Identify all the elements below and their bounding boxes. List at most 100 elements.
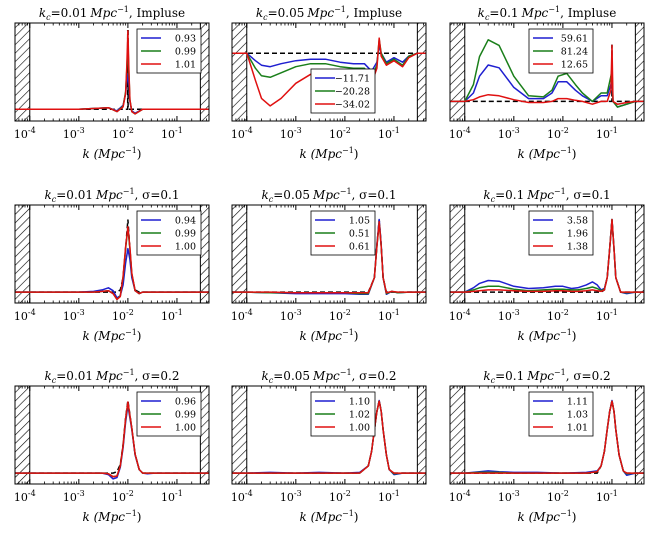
x-tick-label-base: 10 xyxy=(498,128,512,141)
x-tick-label-exponent: -4 xyxy=(245,126,253,135)
legend-label-green: 1.02 xyxy=(349,410,370,421)
chart-title: kc=0.1 Mpc−1, σ=0.1 xyxy=(483,187,610,204)
x-tick-label-base: 10 xyxy=(329,491,343,504)
x-tick-label-exponent: -2 xyxy=(126,126,134,135)
title-subscript: c xyxy=(46,13,51,22)
chart-title: kc=0.01 Mpc−1, Impluse xyxy=(39,5,185,22)
hatched-region-low-k xyxy=(449,385,466,485)
x-axis-label-exponent: −1 xyxy=(560,146,572,155)
x-tick-label-base: 10 xyxy=(378,128,392,141)
chart-panel-8: 10-4 10-3 10-2 10-1kc=0.05 Mpc−1, σ=0.2k (Mp… xyxy=(231,368,427,524)
x-axis-label-text: k (Mpc xyxy=(518,510,561,524)
hatched-region-high-k xyxy=(634,385,645,485)
title-value: =0.01 xyxy=(56,369,93,383)
title-unit: Mpc xyxy=(526,369,554,383)
x-tick-label-base: 10 xyxy=(547,310,561,323)
series-line-red xyxy=(450,44,644,105)
x-tick-label-base: 10 xyxy=(498,491,512,504)
title-suffix: , Impluse xyxy=(346,6,402,20)
x-tick-label: 10-1 xyxy=(596,489,618,504)
x-axis-label: k (Mpc−1) xyxy=(83,328,142,343)
legend-label-red: 1.00 xyxy=(175,423,196,434)
x-tick-label-base: 10 xyxy=(449,128,463,141)
hatched-region-low-k xyxy=(231,22,248,122)
title-suffix: , σ=0.1 xyxy=(352,188,397,202)
x-axis-label-text: k (Mpc xyxy=(300,329,343,343)
chart-panel-9: 10-4 10-3 10-2 10-1kc=0.1 Mpc−1, σ=0.2k (Mpc… xyxy=(449,368,645,524)
series-line-blue xyxy=(232,44,426,72)
title-exponent: −1 xyxy=(554,368,566,377)
x-tick-label: 10-3 xyxy=(63,126,85,141)
x-axis-label: k (Mpc−1) xyxy=(518,509,577,524)
legend-label-red: 1.00 xyxy=(349,423,370,434)
x-tick-label-exponent: -1 xyxy=(175,126,183,135)
title-suffix: , σ=0.1 xyxy=(135,188,180,202)
x-tick-label-exponent: -2 xyxy=(126,489,134,498)
legend-label-blue: 1.10 xyxy=(349,397,370,408)
x-tick-label-base: 10 xyxy=(63,128,77,141)
x-tick-label-exponent: -3 xyxy=(77,126,85,135)
legend-label-blue: 0.96 xyxy=(175,397,196,408)
plot-frame xyxy=(14,204,210,304)
x-tick-label: 10-3 xyxy=(280,489,302,504)
chart-panel-6: 10-4 10-3 10-2 10-1kc=0.1 Mpc−1, σ=0.1k (Mpc… xyxy=(449,187,645,343)
x-tick-label-exponent: -4 xyxy=(245,489,253,498)
plot-frame xyxy=(449,22,645,122)
x-tick-label: 10-2 xyxy=(329,126,351,141)
x-tick-label: 10-3 xyxy=(280,308,302,323)
x-axis-label-close: ) xyxy=(572,147,577,161)
legend-label-blue: 3.58 xyxy=(567,216,588,227)
x-tick-label-base: 10 xyxy=(596,310,610,323)
x-tick-label-base: 10 xyxy=(112,310,126,323)
legend: 59.61 81.24 12.65 xyxy=(528,28,594,74)
x-tick-label: 10-2 xyxy=(329,308,351,323)
x-tick-label-base: 10 xyxy=(231,310,245,323)
x-axis-label-close: ) xyxy=(354,329,359,343)
title-unit: Mpc xyxy=(95,369,123,383)
x-tick-label-exponent: -2 xyxy=(126,308,134,317)
x-tick-label-base: 10 xyxy=(161,128,175,141)
x-tick-label-base: 10 xyxy=(329,310,343,323)
x-tick-label: 10-4 xyxy=(449,308,471,323)
x-axis-label-close: ) xyxy=(354,510,359,524)
x-tick-label: 10-4 xyxy=(449,126,471,141)
x-tick-label-base: 10 xyxy=(596,128,610,141)
x-tick-label-base: 10 xyxy=(63,491,77,504)
x-tick-label-exponent: -2 xyxy=(561,308,569,317)
title-unit: Mpc xyxy=(89,6,117,20)
legend: 0.96 0.99 1.00 xyxy=(136,391,202,437)
x-tick-label-base: 10 xyxy=(498,310,512,323)
chart-panel-7: 10-4 10-3 10-2 10-1kc=0.01 Mpc−1, σ=0.2k (Mp… xyxy=(14,368,210,524)
chart-panel-4: 10-4 10-3 10-2 10-1kc=0.01 Mpc−1, σ=0.1k (Mp… xyxy=(14,187,210,343)
x-axis-label-text: k (Mpc xyxy=(83,510,126,524)
series-line-red xyxy=(15,226,209,301)
x-tick-label-base: 10 xyxy=(14,128,28,141)
legend-label-blue: 0.93 xyxy=(175,34,196,45)
legend-label-green: 81.24 xyxy=(561,47,588,58)
title-k: k xyxy=(44,369,51,383)
x-axis-label: k (Mpc−1) xyxy=(518,146,577,161)
title-exponent: −1 xyxy=(334,5,346,14)
plot-frame xyxy=(14,22,210,122)
chart-panel-5: 10-4 10-3 10-2 10-1kc=0.05 Mpc−1, σ=0.1k (Mp… xyxy=(231,187,427,343)
x-tick-label: 10-4 xyxy=(14,489,36,504)
hatched-region-low-k xyxy=(231,385,248,485)
x-tick-label-base: 10 xyxy=(161,491,175,504)
x-tick-label: 10-2 xyxy=(547,126,569,141)
legend-label-red: 12.65 xyxy=(561,60,588,71)
x-axis-label-close: ) xyxy=(354,147,359,161)
title-value: =0.05 xyxy=(273,188,310,202)
x-axis-label-exponent: −1 xyxy=(342,146,354,155)
hatched-region-high-k xyxy=(199,385,210,485)
x-axis-label-text: k (Mpc xyxy=(518,329,561,343)
x-axis-label-exponent: −1 xyxy=(342,328,354,337)
legend-label-red: −34.02 xyxy=(335,100,370,111)
legend-label-blue: 1.05 xyxy=(349,216,370,227)
hatched-region-high-k xyxy=(416,22,427,122)
hatched-region-low-k xyxy=(231,204,248,304)
x-tick-label: 10-4 xyxy=(231,126,253,141)
plot-frame xyxy=(449,204,645,304)
